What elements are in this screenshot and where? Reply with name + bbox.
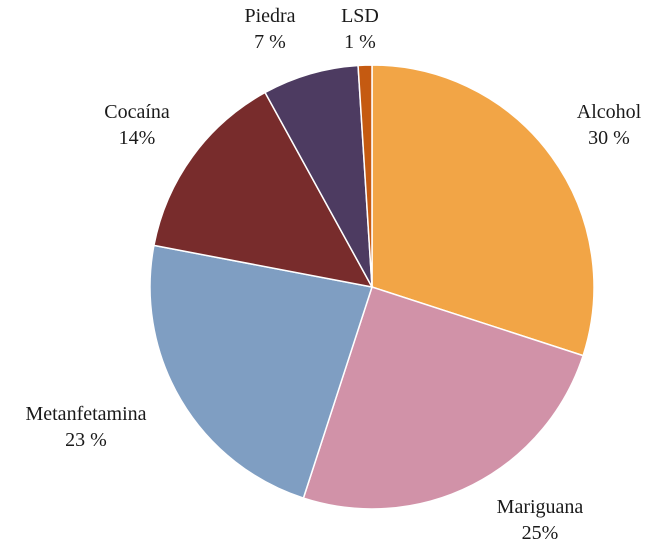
- slice-name-metanfetamina: Metanfetamina: [25, 403, 146, 425]
- slice-label-cocaina: Cocaína 14%: [104, 101, 170, 149]
- pie-slice-mariguana: [302, 286, 585, 510]
- pie-slice-lsd: [357, 64, 373, 288]
- slice-value-metanfetamina: 23 %: [65, 429, 107, 451]
- slice-name-alcohol: Alcohol: [577, 101, 642, 123]
- slice-value-cocaina: 14%: [119, 127, 156, 149]
- slice-label-mariguana: Mariguana 25%: [497, 496, 584, 544]
- pie-slice-cocaina: [153, 91, 374, 289]
- pie-slice-alcohol: [371, 64, 595, 357]
- slice-value-mariguana: 25%: [522, 522, 559, 544]
- pie-slices: [149, 64, 595, 510]
- slice-name-cocaina: Cocaína: [104, 101, 170, 123]
- slice-labels: Alcohol 30 % Mariguana 25% Metanfetamina 23 %…: [25, 5, 641, 544]
- slice-label-metanfetamina: Metanfetamina 23 %: [25, 403, 146, 451]
- slice-value-lsd: 1 %: [344, 31, 376, 53]
- slice-label-lsd: LSD 1 %: [341, 5, 379, 53]
- slice-name-mariguana: Mariguana: [497, 496, 584, 518]
- slice-label-alcohol: Alcohol 30 %: [577, 101, 642, 149]
- slice-label-piedra: Piedra 7 %: [244, 5, 295, 53]
- slice-name-piedra: Piedra: [244, 5, 295, 27]
- slice-name-lsd: LSD: [341, 5, 379, 27]
- pie-slice-metanfetamina: [149, 244, 373, 500]
- slice-value-piedra: 7 %: [254, 31, 286, 53]
- slice-value-alcohol: 30 %: [588, 127, 630, 149]
